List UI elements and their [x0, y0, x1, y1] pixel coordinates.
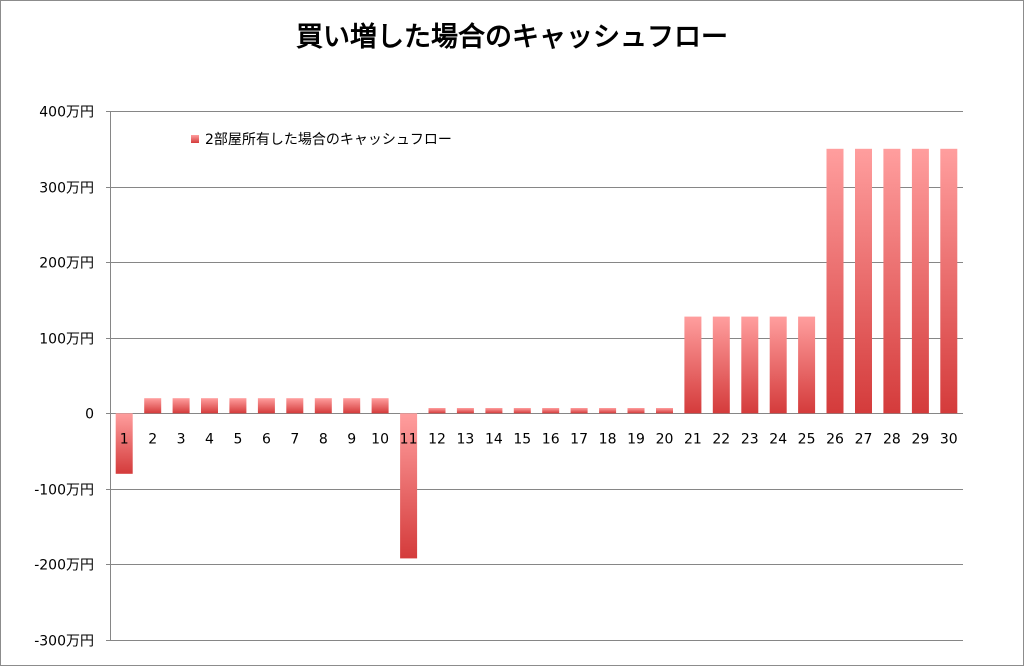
x-tick-label: 25 — [798, 431, 816, 447]
bar — [343, 398, 361, 414]
bar — [769, 316, 787, 414]
bar — [115, 413, 133, 474]
y-tick-label: -100万円 — [34, 483, 94, 499]
x-tick-label: 12 — [428, 431, 446, 447]
bar — [570, 408, 588, 414]
chart-title: 買い増した場合のキャッシュフロー — [296, 21, 728, 53]
legend: 2部屋所有した場合のキャッシュフロー — [191, 132, 452, 148]
x-tick-label: 16 — [542, 431, 560, 447]
bar — [286, 398, 304, 414]
x-tick-label: 19 — [627, 431, 645, 447]
y-tick-label: 300万円 — [39, 181, 94, 197]
y-tick-label: 400万円 — [39, 105, 94, 121]
x-tick-label: 14 — [485, 431, 503, 447]
legend-swatch — [191, 135, 199, 143]
y-tick-label: 100万円 — [39, 332, 94, 348]
bar — [741, 316, 759, 414]
x-tick-label: 13 — [456, 431, 474, 447]
x-tick-label: 28 — [883, 431, 901, 447]
bar — [513, 408, 531, 414]
x-tick-label: 10 — [371, 431, 389, 447]
bar — [201, 398, 218, 414]
x-tick-label: 29 — [911, 431, 929, 447]
x-tick-label: 4 — [205, 431, 214, 447]
bar — [144, 398, 162, 414]
x-tick-label: 23 — [741, 431, 759, 447]
x-tick-label: 6 — [262, 431, 271, 447]
y-tick-label: -300万円 — [34, 634, 94, 650]
bars — [115, 148, 958, 559]
x-tick-label: 27 — [855, 431, 873, 447]
bar — [883, 148, 901, 414]
y-tick-label: 0 — [85, 407, 94, 423]
bar — [911, 148, 929, 414]
x-tick-label: 3 — [177, 431, 186, 447]
x-tick-label: 30 — [940, 431, 958, 447]
bar — [428, 408, 446, 414]
x-tick-label: 22 — [712, 431, 730, 447]
bar — [627, 408, 645, 414]
x-tick-label: 18 — [599, 431, 617, 447]
x-tick-label: 7 — [290, 431, 299, 447]
bar — [712, 316, 730, 414]
bar — [314, 398, 332, 414]
x-tick-label: 1 — [120, 431, 129, 447]
bar — [257, 398, 275, 414]
y-axis-tick-labels: 400万円 300万円 200万円 100万円 0 -100万円 -200万円 -300万円 — [34, 105, 94, 650]
bar — [599, 408, 617, 414]
bar — [798, 316, 816, 414]
x-tick-label: 11 — [400, 431, 418, 447]
y-tick-label: -200万円 — [34, 558, 94, 574]
x-tick-label: 20 — [656, 431, 674, 447]
legend-label: 2部屋所有した場合のキャッシュフロー — [205, 132, 452, 148]
bar — [456, 408, 474, 414]
bar — [656, 408, 673, 414]
x-tick-label: 5 — [233, 431, 242, 447]
x-tick-label: 9 — [347, 431, 356, 447]
bar — [371, 398, 389, 414]
bar — [684, 316, 702, 414]
x-tick-label: 15 — [513, 431, 531, 447]
x-tick-label: 21 — [684, 431, 702, 447]
gridlines — [106, 111, 963, 641]
bar — [172, 398, 190, 414]
x-tick-label: 2 — [148, 431, 157, 447]
bar — [400, 413, 418, 559]
bar — [229, 398, 247, 414]
bar — [940, 148, 958, 414]
bar — [855, 148, 872, 414]
x-tick-label: 26 — [826, 431, 844, 447]
x-axis-tick-labels: 1 2 3 4 5 6 7 8 9 10 11 12 13 14 15 16 17 18 19 20 21 22 23 24 2… — [120, 431, 958, 447]
x-tick-label: 17 — [570, 431, 588, 447]
bar — [826, 148, 844, 414]
bar — [542, 408, 560, 414]
x-tick-label: 8 — [319, 431, 328, 447]
y-tick-label: 200万円 — [39, 256, 94, 272]
x-tick-label: 24 — [769, 431, 787, 447]
bar — [485, 408, 503, 414]
